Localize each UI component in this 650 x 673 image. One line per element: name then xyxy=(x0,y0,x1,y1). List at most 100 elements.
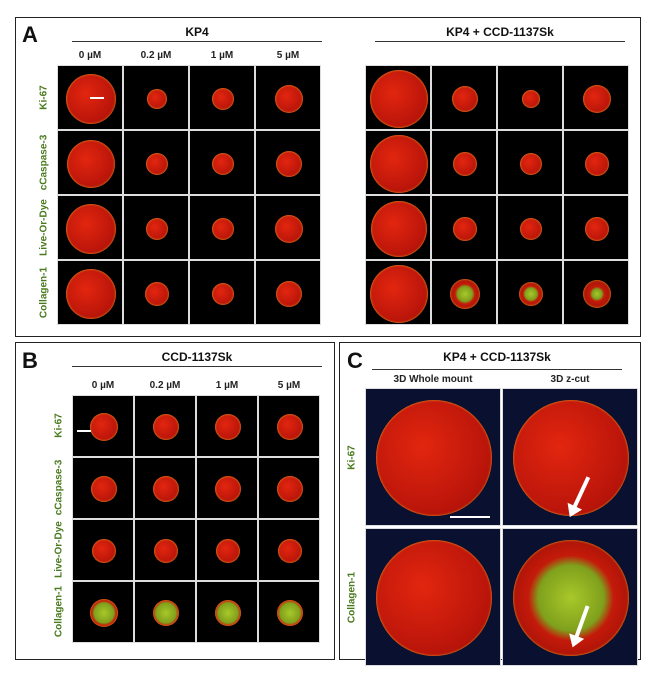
spheroid xyxy=(370,69,428,128)
panel-b-image xyxy=(196,581,258,643)
panel-c-label: C xyxy=(347,348,363,373)
panel-b-image xyxy=(258,519,320,581)
spheroid xyxy=(147,88,167,109)
panel-b-image xyxy=(134,581,196,643)
panel-a-image xyxy=(123,260,189,325)
spheroid xyxy=(513,400,629,516)
panel-b-image xyxy=(134,395,196,457)
spheroid xyxy=(66,203,116,254)
panel-b xyxy=(15,342,335,660)
spheroid xyxy=(146,152,168,175)
spheroid xyxy=(153,600,179,626)
panel-c-group: KP4 + CCD-1137Sk xyxy=(443,350,551,364)
panel-c-col-label: 3D z-cut xyxy=(550,374,590,385)
spheroid xyxy=(453,216,477,241)
spheroid xyxy=(277,414,303,440)
spheroid xyxy=(371,200,427,257)
spheroid xyxy=(212,217,234,240)
panel-b-row-label: Collagen-1 xyxy=(53,585,65,638)
spheroid xyxy=(519,281,543,306)
panel-a-image xyxy=(189,195,255,260)
panel-a-image xyxy=(57,260,123,325)
spheroid xyxy=(370,134,428,193)
panel-b-col-label: 0 µM xyxy=(91,380,115,391)
panel-a-r-image xyxy=(563,65,629,130)
spheroid xyxy=(90,599,118,627)
panel-a-row-label: Ki-67 xyxy=(38,84,50,110)
panel-b-image xyxy=(196,519,258,581)
panel-a-row-label: Collagen-1 xyxy=(38,266,50,318)
scale-bar xyxy=(450,516,490,518)
spheroid xyxy=(585,151,609,176)
panel-a-r-image xyxy=(497,260,563,325)
panel-a-col-label: 0.2 µM xyxy=(140,50,172,61)
panel-b-image xyxy=(72,581,134,643)
spheroid xyxy=(212,152,234,175)
panel-c-row-label: Ki-67 xyxy=(346,445,358,470)
panel-c-image xyxy=(365,528,501,666)
panel-a-image xyxy=(123,65,189,130)
spheroid xyxy=(153,414,179,440)
panel-b-row-label: Live-Or-Dye xyxy=(53,521,65,578)
panel-a-r-image xyxy=(497,130,563,195)
spheroid xyxy=(215,600,241,626)
panel-a-row-label: Live-Or-Dye xyxy=(38,198,50,256)
panel-b-image xyxy=(258,581,320,643)
panel-b-label: B xyxy=(22,348,38,373)
spheroid xyxy=(91,476,117,502)
spheroid xyxy=(275,84,303,113)
spheroid xyxy=(276,280,302,307)
spheroid xyxy=(66,268,116,319)
spheroid xyxy=(153,476,179,502)
panel-a-row-label: cCaspase-3 xyxy=(38,134,50,190)
spheroid xyxy=(212,282,234,305)
panel-a-image xyxy=(255,195,321,260)
panel-a-r-image xyxy=(497,65,563,130)
spheroid xyxy=(453,151,477,176)
panel-a-image xyxy=(255,65,321,130)
panel-b-image xyxy=(196,457,258,519)
spheroid xyxy=(450,278,480,309)
panel-a-r-image xyxy=(563,260,629,325)
panel-b-image xyxy=(134,457,196,519)
panel-b-image xyxy=(258,395,320,457)
panel-a-image xyxy=(189,260,255,325)
panel-a-r-image xyxy=(431,65,497,130)
spheroid xyxy=(585,216,609,241)
spheroid xyxy=(276,150,302,177)
panel-a-image xyxy=(57,195,123,260)
panel-a-r-image xyxy=(563,195,629,260)
panel-c-col-label: 3D Whole mount xyxy=(393,374,473,385)
panel-a-r-image xyxy=(563,130,629,195)
divider xyxy=(72,41,322,42)
panel-b-image xyxy=(72,519,134,581)
spheroid xyxy=(522,89,540,108)
panel-b-col-label: 5 µM xyxy=(277,380,301,391)
spheroid xyxy=(215,476,241,502)
panel-a-image xyxy=(57,130,123,195)
panel-a-r-image xyxy=(365,65,431,130)
spheroid xyxy=(145,281,169,306)
panel-a-image xyxy=(255,130,321,195)
panel-a-r-image xyxy=(431,260,497,325)
divider xyxy=(372,369,622,370)
panel-b-image xyxy=(72,395,134,457)
panel-a-image xyxy=(189,130,255,195)
panel-c-image xyxy=(365,388,501,526)
panel-a-r-image xyxy=(431,130,497,195)
panel-c-row-label: Collagen-1 xyxy=(346,571,358,624)
spheroid xyxy=(370,264,428,323)
panel-b-image xyxy=(258,457,320,519)
panel-b-row-label: Ki-67 xyxy=(53,413,65,438)
spheroid xyxy=(376,400,492,516)
spheroid xyxy=(452,85,478,112)
spheroid xyxy=(67,139,115,188)
spheroid xyxy=(90,413,118,441)
spheroid xyxy=(275,214,303,243)
spheroid xyxy=(520,217,542,240)
panel-a-col-label: 0 µM xyxy=(78,50,102,61)
spheroid xyxy=(583,279,611,308)
spheroid xyxy=(216,539,240,563)
spheroid xyxy=(146,217,168,240)
spheroid xyxy=(583,84,611,113)
